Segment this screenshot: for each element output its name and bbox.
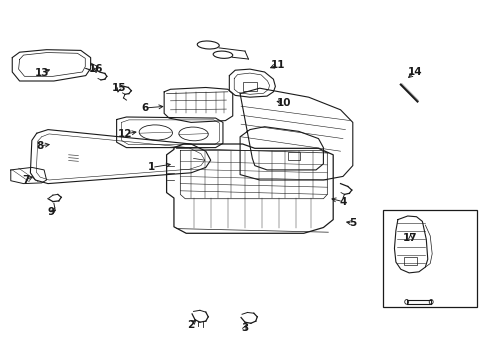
Text: 10: 10: [277, 98, 292, 108]
Text: 7: 7: [22, 175, 29, 185]
Text: 6: 6: [141, 103, 148, 113]
Text: 5: 5: [349, 218, 356, 228]
Text: 16: 16: [89, 64, 103, 74]
Text: 12: 12: [118, 129, 133, 139]
Bar: [243, 82, 257, 91]
Text: 2: 2: [188, 320, 195, 330]
Text: 14: 14: [408, 67, 422, 77]
Text: 4: 4: [339, 197, 347, 207]
Bar: [404, 257, 417, 265]
Text: 15: 15: [112, 83, 126, 93]
Text: 13: 13: [35, 68, 49, 78]
Text: 11: 11: [271, 60, 286, 70]
Text: 17: 17: [403, 233, 418, 243]
Text: 3: 3: [242, 323, 248, 333]
Text: 1: 1: [148, 162, 155, 172]
Bar: [288, 152, 300, 160]
Text: 9: 9: [48, 207, 55, 217]
Text: 8: 8: [37, 141, 44, 151]
Bar: [383, 210, 477, 307]
